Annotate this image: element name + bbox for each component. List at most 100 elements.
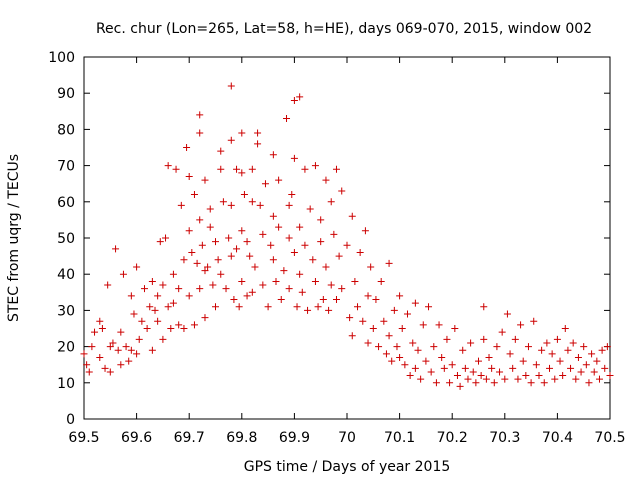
data-point <box>196 285 204 293</box>
data-point <box>104 281 112 289</box>
data-point <box>275 176 283 184</box>
data-point <box>217 270 225 278</box>
data-point <box>309 256 317 264</box>
data-point <box>396 353 404 361</box>
data-point <box>233 245 241 253</box>
data-point <box>354 303 362 311</box>
data-point <box>285 285 293 293</box>
data-point <box>280 267 288 275</box>
data-point <box>119 270 127 278</box>
data-point <box>519 357 527 365</box>
data-point <box>527 379 535 387</box>
data-point <box>564 346 572 354</box>
data-point <box>227 252 235 260</box>
y-tick-label: 0 <box>66 412 75 428</box>
data-point <box>482 375 490 383</box>
data-point <box>546 364 554 372</box>
data-point <box>364 292 372 300</box>
data-point <box>411 364 419 372</box>
data-point <box>348 332 356 340</box>
data-point <box>577 368 585 376</box>
data-point <box>246 252 254 260</box>
data-point <box>356 248 364 256</box>
data-point <box>138 317 146 325</box>
data-point <box>396 292 404 300</box>
data-point <box>348 212 356 220</box>
data-point <box>106 343 114 351</box>
data-point <box>538 346 546 354</box>
data-point <box>101 364 109 372</box>
data-point <box>561 325 569 332</box>
data-point <box>532 361 540 369</box>
data-point <box>430 343 438 351</box>
data-point <box>285 234 293 242</box>
data-point <box>432 379 440 387</box>
data-point <box>185 172 193 180</box>
data-point <box>427 368 435 376</box>
data-point <box>217 147 225 155</box>
data-point <box>264 303 272 311</box>
data-point <box>322 176 330 184</box>
data-point <box>180 325 188 332</box>
data-point <box>322 263 330 271</box>
data-point <box>588 350 596 358</box>
data-point <box>582 361 590 369</box>
data-point <box>169 299 177 307</box>
data-point <box>127 292 135 300</box>
data-point <box>269 212 277 220</box>
data-point <box>201 314 209 322</box>
x-tick-label: 70.3 <box>489 430 520 446</box>
data-point <box>369 325 377 332</box>
y-tick-label: 50 <box>57 231 75 247</box>
data-point <box>480 335 488 343</box>
data-point <box>572 375 580 383</box>
data-point <box>148 277 156 285</box>
x-tick-label: 69.8 <box>226 430 257 446</box>
data-point <box>475 357 482 365</box>
data-point <box>598 346 606 354</box>
data-point <box>414 346 422 354</box>
x-tick-label: 70.2 <box>437 430 468 446</box>
data-point <box>593 357 601 365</box>
x-tick-label: 69.6 <box>121 430 152 446</box>
data-point <box>506 350 514 358</box>
data-point <box>248 288 256 296</box>
data-point <box>133 350 141 358</box>
data-point <box>585 379 593 387</box>
data-point <box>196 129 204 137</box>
data-point <box>296 270 304 278</box>
x-tick-label: 69.5 <box>68 430 99 446</box>
data-point <box>488 364 496 372</box>
data-point <box>314 303 322 311</box>
data-point <box>201 176 209 184</box>
data-point <box>288 191 296 199</box>
data-point <box>188 248 196 256</box>
data-point <box>498 328 506 336</box>
data-point <box>446 379 454 387</box>
data-point <box>254 140 262 148</box>
data-point <box>130 310 138 318</box>
data-point <box>477 372 485 380</box>
data-point <box>540 379 548 387</box>
data-point <box>574 353 582 361</box>
data-point <box>227 136 235 144</box>
data-point <box>193 259 201 267</box>
data-point <box>327 281 335 289</box>
data-point <box>238 169 246 177</box>
data-point <box>85 368 93 376</box>
data-point <box>248 198 256 206</box>
data-point <box>438 353 446 361</box>
data-point <box>401 361 409 369</box>
data-point <box>364 339 372 347</box>
data-point <box>301 241 309 249</box>
data-points <box>80 82 614 390</box>
data-point <box>327 198 335 206</box>
data-point <box>311 277 319 285</box>
y-tick-label: 70 <box>57 159 75 175</box>
data-point <box>509 364 517 372</box>
data-point <box>453 372 461 380</box>
y-tick-label: 20 <box>57 340 75 356</box>
data-point <box>556 357 564 365</box>
data-point <box>338 285 346 293</box>
data-point <box>230 296 238 304</box>
